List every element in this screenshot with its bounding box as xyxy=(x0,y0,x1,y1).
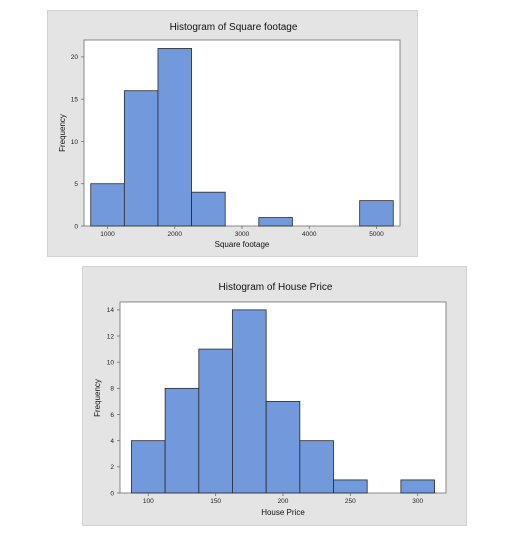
y-tick-label: 14 xyxy=(107,307,115,314)
histogram-bar xyxy=(131,440,166,494)
y-tick-label: 15 xyxy=(71,96,79,103)
x-axis-ticks: 1000 2000 3000 4000 5000 xyxy=(100,226,384,238)
chart-title: Histogram of House Price xyxy=(219,282,333,293)
x-tick-label: 4000 xyxy=(302,231,317,238)
y-tick-label: 10 xyxy=(107,359,115,366)
histogram-bar xyxy=(400,479,435,494)
y-tick-label: 10 xyxy=(71,139,79,146)
square-footage-histogram-panel: Histogram of Square footage 1000 2000 3000… xyxy=(47,10,418,257)
histogram-bar xyxy=(157,48,192,227)
y-tick-label: 20 xyxy=(71,54,79,61)
y-tick-label: 8 xyxy=(110,386,114,393)
house-price-histogram: Histogram of House Price 100 150 200 250 300… xyxy=(93,282,447,517)
house-price-histogram-panel: Histogram of House Price 100 150 200 250 300… xyxy=(82,266,467,526)
histogram-bar xyxy=(258,217,293,227)
histogram-bar xyxy=(299,440,334,494)
histogram-bar xyxy=(164,387,200,494)
y-tick-label: 5 xyxy=(74,181,78,188)
y-axis-label: Frequency xyxy=(93,379,102,417)
histogram-bar xyxy=(232,309,267,494)
y-tick-label: 4 xyxy=(110,438,114,445)
square-footage-histogram: Histogram of Square footage 1000 2000 3000… xyxy=(58,22,401,249)
y-tick-label: 0 xyxy=(110,490,114,497)
x-tick-label: 200 xyxy=(278,498,289,505)
x-tick-label: 100 xyxy=(143,498,154,505)
histogram-bar xyxy=(333,479,368,494)
histogram-bar xyxy=(198,348,233,494)
bars xyxy=(90,48,394,227)
y-tick-label: 12 xyxy=(107,333,115,340)
x-tick-label: 250 xyxy=(345,498,356,505)
x-axis-ticks: 100 150 200 250 300 xyxy=(143,493,424,505)
y-tick-label: 6 xyxy=(110,412,114,419)
chart-title: Histogram of Square footage xyxy=(170,22,298,33)
y-tick-label: 2 xyxy=(110,464,114,471)
x-tick-label: 5000 xyxy=(369,231,384,238)
bars xyxy=(131,309,435,494)
histogram-bar xyxy=(123,90,159,227)
x-axis-label: House Price xyxy=(261,508,305,517)
histogram-bar xyxy=(191,191,226,227)
x-tick-label: 150 xyxy=(210,498,221,505)
x-tick-label: 3000 xyxy=(235,231,250,238)
histogram-bar xyxy=(359,200,394,227)
histogram-bar xyxy=(90,183,125,227)
y-tick-label: 0 xyxy=(74,223,78,230)
x-tick-label: 1000 xyxy=(100,231,115,238)
y-axis-ticks: 0 5 10 15 20 xyxy=(71,54,84,230)
y-axis-label: Frequency xyxy=(58,114,67,152)
x-axis-label: Square footage xyxy=(215,240,270,249)
x-tick-label: 300 xyxy=(412,498,423,505)
x-tick-label: 2000 xyxy=(168,231,183,238)
histogram-bar xyxy=(265,401,301,494)
y-axis-ticks: 0 2 4 6 8 10 12 14 xyxy=(107,307,120,497)
